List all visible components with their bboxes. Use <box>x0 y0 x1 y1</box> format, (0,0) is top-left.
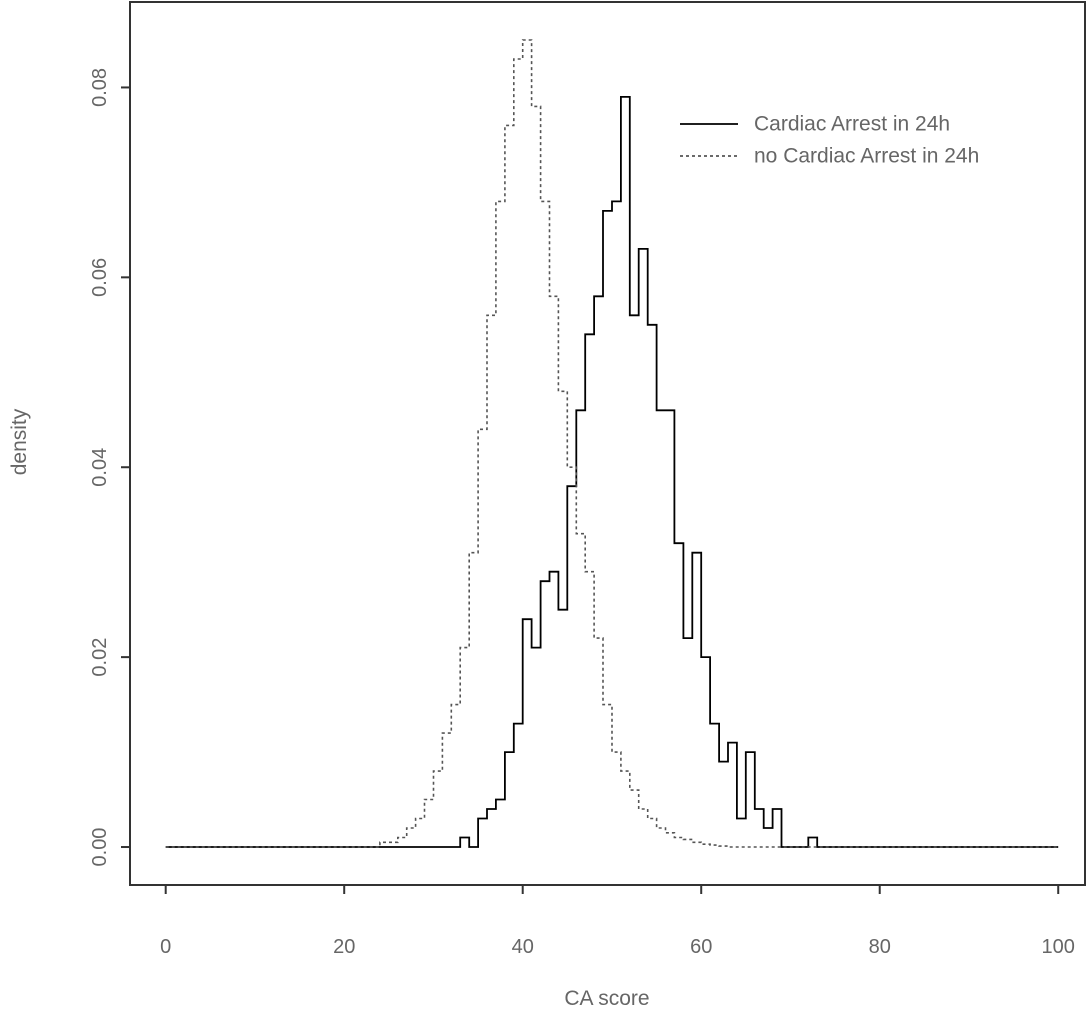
x-tick-label: 80 <box>869 936 891 958</box>
x-axis-title: CA score <box>564 987 649 1010</box>
x-axis: 0 20 40 60 80 100 <box>160 885 1075 958</box>
x-tick-label: 100 <box>1042 936 1075 958</box>
x-tick-label: 0 <box>160 936 171 958</box>
y-tick-label: 0.06 <box>89 258 111 297</box>
series-line-no-cardiac-arrest <box>165 39 1059 848</box>
legend-label: no Cardiac Arrest in 24h <box>754 145 979 168</box>
x-tick-label: 40 <box>512 936 534 958</box>
y-tick-label: 0.08 <box>89 68 111 107</box>
y-tick-label: 0.04 <box>89 448 111 487</box>
y-tick-label: 0.02 <box>89 638 111 677</box>
y-axis: 0.00 0.02 0.04 0.06 0.08 <box>89 68 130 867</box>
series-layer <box>165 39 1059 848</box>
y-tick-label: 0.00 <box>89 828 111 867</box>
legend-label: Cardiac Arrest in 24h <box>754 113 950 136</box>
y-axis-title: density <box>8 408 31 475</box>
plot-frame <box>129 1 1086 886</box>
series-line-cardiac-arrest <box>165 96 1059 848</box>
x-tick-label: 20 <box>333 936 355 958</box>
x-tick-label: 60 <box>690 936 712 958</box>
legend: Cardiac Arrest in 24h no Cardiac Arrest i… <box>680 113 979 168</box>
